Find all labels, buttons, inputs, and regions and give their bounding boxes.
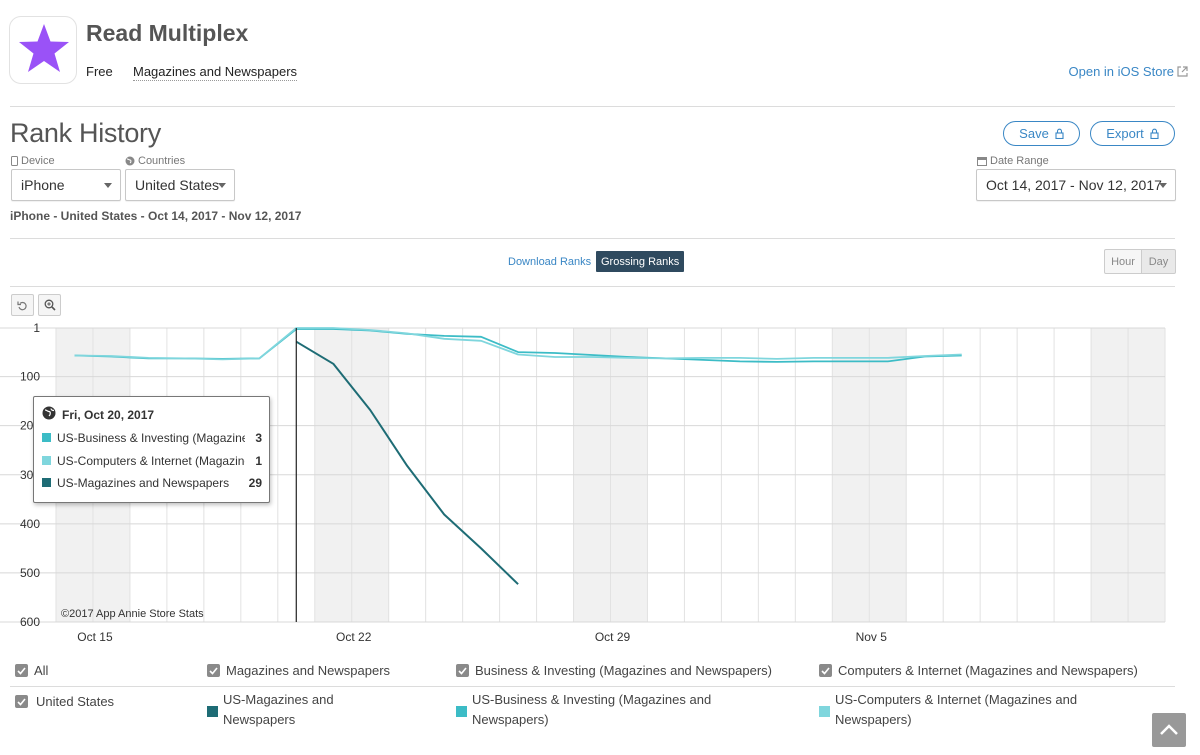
legend-swatch: [819, 706, 830, 717]
series-swatch: [42, 433, 51, 442]
globe-icon: [125, 156, 135, 166]
y-tick-label: 600: [20, 615, 40, 629]
tooltip-date: Fri, Oct 20, 2017: [62, 408, 155, 422]
y-tick-label: 1: [33, 321, 40, 335]
app-title: Read Multiplex: [86, 20, 249, 46]
series-swatch: [42, 456, 51, 465]
checkbox-icon: [15, 664, 28, 677]
chart-summary: iPhone - United States - Oct 14, 2017 - …: [10, 209, 302, 223]
chevron-up-icon: [1160, 724, 1178, 735]
chart-tooltip: Fri, Oct 20, 2017 US-Business & Investin…: [33, 396, 270, 503]
legend-swatch: [207, 706, 218, 717]
checkbox-icon: [456, 664, 469, 677]
undo-icon: [17, 301, 27, 310]
tab-grossing-ranks[interactable]: Grossing Ranks: [596, 251, 685, 272]
lock-icon: [1055, 128, 1064, 139]
chart-credit: ©2017 App Annie Store Stats: [61, 608, 204, 620]
save-button[interactable]: Save: [1003, 121, 1080, 146]
country-select[interactable]: United States: [125, 169, 235, 201]
country-value: United States: [135, 177, 220, 193]
star-icon: [19, 24, 69, 72]
open-ios-store-link[interactable]: Open in iOS Store: [1068, 64, 1175, 79]
divider: [10, 238, 1175, 239]
legend-all-checkbox[interactable]: All: [15, 663, 48, 678]
x-tick-label: Oct 15: [77, 630, 113, 644]
legend-country-checkbox[interactable]: United States: [15, 694, 114, 709]
checkbox-icon: [15, 695, 28, 708]
legend-series-business[interactable]: US-Business & Investing (Magazines and N…: [472, 692, 712, 727]
export-label: Export: [1106, 126, 1144, 141]
y-tick-label: 500: [20, 566, 40, 580]
x-tick-label: Oct 22: [336, 630, 372, 644]
checkbox-icon: [819, 664, 832, 677]
chevron-down-icon: [218, 183, 226, 188]
calendar-icon: [977, 157, 987, 166]
app-icon: [9, 16, 77, 84]
zoom-icon: [44, 299, 56, 311]
tooltip-row: US-Business & Investing (Magazines and N…: [42, 430, 262, 446]
legend-series-computers[interactable]: US-Computers & Internet (Magazines and N…: [835, 692, 1078, 727]
checkbox-icon: [207, 664, 220, 677]
series-swatch: [42, 478, 51, 487]
lock-icon: [1150, 128, 1159, 139]
save-label: Save: [1019, 126, 1049, 141]
y-tick-label: 100: [20, 370, 40, 384]
chevron-down-icon: [1159, 183, 1167, 188]
countries-label: Countries: [125, 155, 185, 167]
x-tick-label: Oct 29: [595, 630, 631, 644]
series-line[interactable]: [74, 327, 962, 361]
export-button[interactable]: Export: [1090, 121, 1175, 146]
phone-icon: [11, 156, 18, 166]
legend-category-checkbox[interactable]: Computers & Internet (Magazines and News…: [819, 663, 1138, 678]
date-range-label: Date Range: [977, 155, 1049, 167]
globe-icon: [42, 406, 56, 420]
device-select[interactable]: iPhone: [11, 169, 121, 201]
y-tick-label: 400: [20, 517, 40, 531]
divider: [10, 686, 1175, 687]
device-label: Device: [11, 155, 55, 167]
app-price: Free: [86, 64, 113, 79]
app-category[interactable]: Magazines and Newspapers: [133, 64, 298, 81]
legend-category-checkbox[interactable]: Magazines and Newspapers: [207, 663, 390, 678]
divider: [10, 106, 1175, 107]
tooltip-row: US-Magazines and Newspapers 29: [42, 475, 262, 491]
scroll-to-top-button[interactable]: [1152, 713, 1186, 747]
divider: [10, 286, 1175, 287]
legend-series-magazines[interactable]: US-Magazines and Newspapers: [223, 692, 334, 727]
tooltip-row: US-Computers & Internet (Magazines and N…: [42, 453, 262, 469]
section-title: Rank History: [10, 118, 161, 148]
x-tick-label: Nov 5: [856, 630, 888, 644]
hour-toggle[interactable]: Hour: [1104, 249, 1142, 274]
chevron-down-icon: [104, 183, 112, 188]
device-value: iPhone: [21, 177, 65, 193]
external-link-icon[interactable]: [1177, 66, 1188, 77]
legend-category-checkbox[interactable]: Business & Investing (Magazines and News…: [456, 663, 772, 678]
tab-download-ranks[interactable]: Download Ranks: [508, 255, 592, 268]
zoom-button[interactable]: [38, 294, 61, 316]
series-line[interactable]: [74, 328, 962, 363]
legend-swatch: [456, 706, 467, 717]
reset-zoom-button[interactable]: [11, 294, 34, 316]
series-line[interactable]: [295, 340, 519, 585]
day-toggle[interactable]: Day: [1141, 249, 1176, 274]
date-range-select[interactable]: Oct 14, 2017 - Nov 12, 2017: [976, 169, 1176, 201]
date-range-value: Oct 14, 2017 - Nov 12, 2017: [986, 177, 1162, 193]
